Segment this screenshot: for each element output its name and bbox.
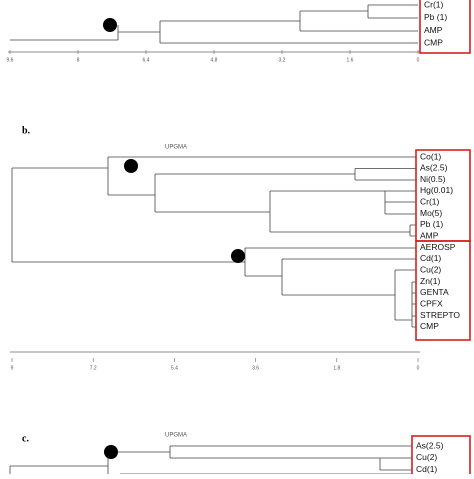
method-label: UPGMA xyxy=(165,433,187,439)
leaf-label: Cd(1) xyxy=(416,464,437,474)
tick-label: 1.6 xyxy=(347,57,354,63)
tick-label: 9 xyxy=(11,365,14,371)
dendrogram-a xyxy=(8,0,471,54)
tick-label: 0 xyxy=(417,365,420,371)
tick-label: 8 xyxy=(77,57,80,63)
leaf-label: AEROSP xyxy=(420,242,456,252)
tick-label: 5.4 xyxy=(171,365,178,371)
tick-label: 4.8 xyxy=(211,57,218,63)
tick-label: 7.2 xyxy=(90,365,97,371)
leaf-label: Cr(1) xyxy=(424,0,444,9)
leaf-label: Pb (1) xyxy=(420,219,443,229)
dendrogram-b xyxy=(10,149,471,353)
leaf-label: Ni(0.5) xyxy=(420,174,446,184)
leaf-label: Pb (1) xyxy=(424,12,447,22)
leaf-label: Co(1) xyxy=(420,151,441,161)
leaf-label: CPFX xyxy=(420,299,443,309)
leaf-label: AMP xyxy=(420,231,439,241)
leaf-label: Zn(1) xyxy=(420,276,440,286)
leaf-label: AMP xyxy=(424,25,443,35)
leaf-label: Mo(5) xyxy=(420,208,442,218)
tick-label: 1.8 xyxy=(333,365,340,371)
tick-label: 6.4 xyxy=(143,57,150,63)
tick-label: 9.6 xyxy=(7,57,14,63)
leaf-label: Cr(1) xyxy=(420,197,440,207)
leaf-label: Cu(2) xyxy=(420,265,441,275)
leaf-label: GENTA xyxy=(420,287,449,297)
leaf-label: As(2.5) xyxy=(420,163,448,173)
dendrogram-c xyxy=(9,435,471,479)
method-label: UPGMA xyxy=(165,145,187,151)
leaf-label: CMP xyxy=(424,38,443,48)
tick-label: 3.6 xyxy=(252,365,259,371)
leaf-label: As(2.5) xyxy=(416,440,444,450)
leaf-label: Hg(0.01) xyxy=(420,185,453,195)
panel-label: b. xyxy=(22,125,31,136)
tick-label: 0 xyxy=(417,57,420,63)
panel-label: c. xyxy=(22,433,29,444)
leaf-label: CMP xyxy=(420,321,439,331)
leaf-label: Cd(1) xyxy=(420,253,441,263)
leaf-label: STREPTO xyxy=(420,310,460,320)
tick-label: 3.2 xyxy=(279,57,286,63)
leaf-label: Cu(2) xyxy=(416,452,437,462)
